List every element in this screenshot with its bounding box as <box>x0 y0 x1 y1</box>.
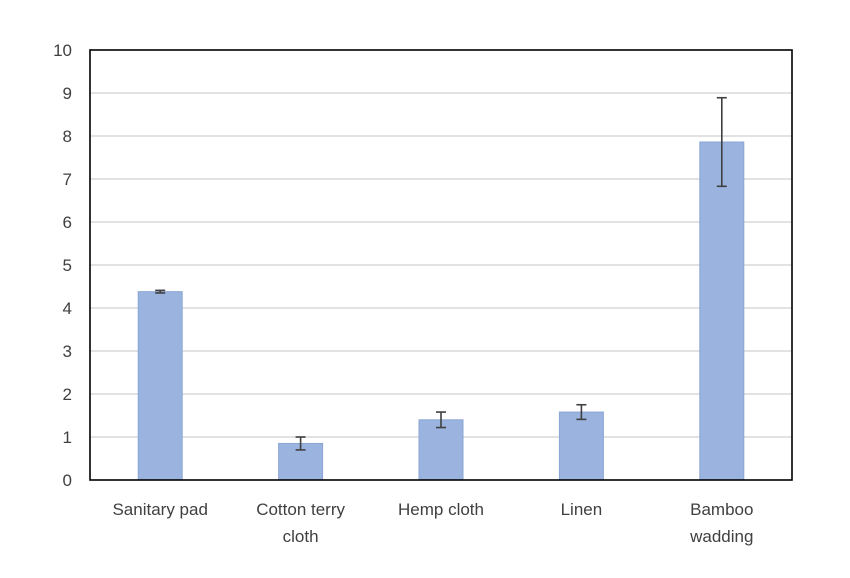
y-tick-label: 6 <box>63 213 72 232</box>
y-tick-label: 8 <box>63 127 72 146</box>
plot-frame <box>89 49 793 481</box>
x-category-label: Cotton terry cloth <box>256 500 345 546</box>
y-tick-label: 3 <box>63 342 72 361</box>
bars <box>137 141 745 481</box>
error-bar <box>436 411 446 429</box>
x-category-label: Hemp cloth <box>398 500 484 519</box>
bar <box>699 141 745 481</box>
bar <box>418 419 464 481</box>
y-tick-label: 2 <box>63 385 72 404</box>
y-tick-label: 4 <box>63 299 72 318</box>
x-category-label: Bamboo wadding <box>689 500 753 546</box>
y-tick-label: 1 <box>63 428 72 447</box>
error-bar <box>155 289 166 294</box>
error-bar <box>576 403 587 421</box>
y-tick-labels: 0 1 2 3 4 5 6 7 8 9 10 <box>53 41 72 490</box>
y-tick-label: 0 <box>63 471 72 490</box>
y-tick-label: 9 <box>63 84 72 103</box>
error-bars <box>155 96 727 451</box>
error-bar <box>295 436 306 451</box>
bar <box>137 291 183 481</box>
x-category-label: Linen <box>561 500 603 519</box>
x-category-labels: Sanitary pad Cotton terry cloth Hemp cloth L… <box>112 500 753 546</box>
gridlines <box>90 92 792 438</box>
y-tick-label: 7 <box>63 170 72 189</box>
y-tick-label: 10 <box>53 41 72 60</box>
error-bar <box>716 96 727 188</box>
y-tick-label: 5 <box>63 256 72 275</box>
x-category-label: Sanitary pad <box>112 500 207 519</box>
bar <box>558 411 604 481</box>
